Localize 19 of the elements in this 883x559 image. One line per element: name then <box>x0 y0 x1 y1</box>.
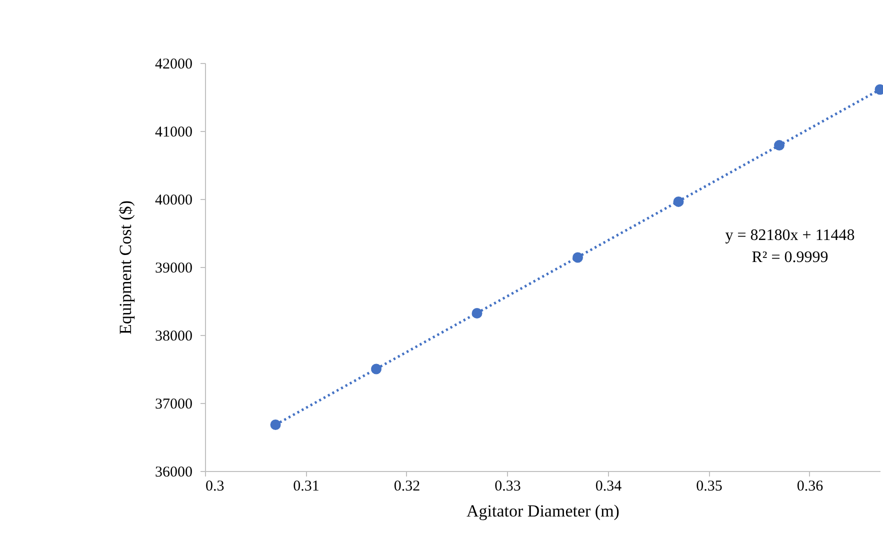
y-tick-label: 42000 <box>155 56 192 72</box>
x-tick-label: 0.3 <box>206 478 224 494</box>
y-tick-label: 40000 <box>155 192 192 208</box>
annotation: y = 82180x + 11448 <box>725 227 855 244</box>
y-tick-label: 37000 <box>155 396 192 412</box>
y-tick-label: 36000 <box>155 464 192 480</box>
y-axis-title: Equipment Cost ($) <box>116 200 135 335</box>
y-tick-label: 41000 <box>155 124 192 140</box>
y-tick-label: 39000 <box>155 260 192 276</box>
x-tick-label: 0.34 <box>595 478 622 494</box>
x-tick-label: 0.32 <box>394 478 420 494</box>
x-axis-title: Agitator Diameter (m) <box>466 502 620 520</box>
x-tick-label: 0.33 <box>494 478 521 494</box>
point <box>270 420 281 430</box>
x-tick-label: 0.35 <box>696 478 722 494</box>
x-tick-label: 0.36 <box>796 478 824 494</box>
x-tick-label: 0.31 <box>293 478 320 494</box>
y-tick-label: 38000 <box>155 328 192 344</box>
annotation: R² = 0.9999 <box>752 249 828 266</box>
